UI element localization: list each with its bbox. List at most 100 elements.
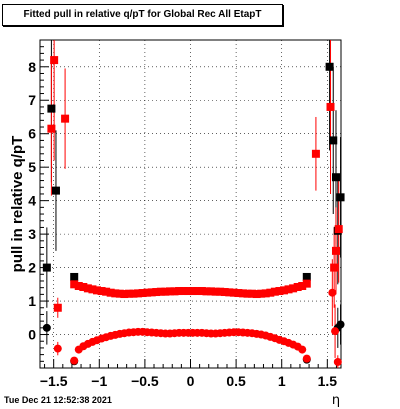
data-point-square [248, 289, 257, 298]
data-point-square [42, 263, 51, 272]
data-point-square [79, 283, 88, 292]
data-point-circle [302, 354, 311, 363]
data-point-square [202, 287, 211, 296]
data-point-square [197, 287, 206, 296]
data-point-square [188, 287, 197, 296]
x-tick-label: −1 [91, 373, 107, 389]
data-point-square [102, 287, 111, 296]
data-point-square [302, 272, 311, 281]
data-point-square [111, 289, 120, 298]
data-point-circle [70, 356, 79, 365]
data-point-square [61, 114, 70, 123]
data-point-square [50, 56, 59, 65]
y-tick-label: 5 [28, 159, 36, 175]
data-point-square [74, 282, 83, 290]
data-point-circle [328, 288, 337, 297]
data-point-square [70, 272, 79, 281]
data-point-circle [42, 323, 51, 332]
data-point-square [83, 284, 92, 293]
data-point-circle [333, 357, 342, 366]
data-point-square [329, 136, 338, 145]
data-point-square [70, 280, 79, 289]
data-point-square [293, 283, 302, 292]
data-point-square [152, 288, 161, 297]
data-point-square [334, 225, 343, 234]
data-point-square [207, 287, 216, 296]
data-point-square [175, 287, 184, 296]
data-point-square [311, 149, 320, 158]
data-point-square [143, 288, 152, 297]
data-point-square [211, 287, 220, 296]
data-point-square [129, 289, 138, 298]
y-tick-label: 1 [28, 293, 36, 309]
data-point-square [216, 287, 225, 296]
data-point-square [330, 263, 339, 272]
y-tick-label: 2 [28, 260, 36, 276]
data-point-square [115, 289, 124, 298]
data-point-square [279, 286, 288, 295]
data-point-square [51, 186, 60, 195]
data-point-square [229, 288, 238, 297]
data-point-square [93, 286, 102, 295]
data-point-square [331, 173, 340, 182]
data-point-square [302, 279, 311, 288]
data-point-square [53, 303, 62, 312]
data-point-square [266, 288, 275, 297]
x-tick-labels: −1.5 −1 −0.5 0 0.5 1 1.5 [40, 373, 337, 389]
data-point-square [97, 287, 106, 296]
data-point-square [326, 102, 335, 111]
data-point-square [106, 288, 115, 297]
x-tick-label: 1 [278, 373, 286, 389]
data-point-square [120, 290, 129, 299]
x-tick-label: 0.5 [226, 373, 246, 389]
data-point-circle [53, 344, 62, 353]
y-tick-label: 8 [28, 59, 36, 75]
data-point-square [179, 287, 188, 296]
data-point-square [147, 288, 156, 297]
y-tick-label: 0 [28, 327, 36, 343]
data-point-square [88, 285, 97, 294]
data-point-square [252, 290, 261, 299]
data-point-square [47, 124, 56, 133]
data-point-square [234, 289, 243, 298]
y-tick-label: 7 [28, 92, 36, 108]
data-markers [42, 56, 345, 366]
data-point-circle [331, 327, 340, 336]
data-point-square [238, 289, 247, 298]
data-point-square [284, 285, 293, 294]
chart-title-box: Fitted pull in relative q/pT for Global … [2, 4, 283, 26]
data-point-square [165, 287, 174, 296]
timestamp: Tue Dec 21 12:52:38 2021 [4, 395, 112, 405]
data-point-square [243, 289, 252, 298]
data-point-square [325, 62, 334, 71]
x-axis-label: η [332, 393, 340, 408]
data-point-square [156, 287, 165, 296]
data-point-square [270, 287, 279, 296]
data-point-circle [336, 320, 345, 329]
y-tick-label: 6 [28, 126, 36, 142]
y-axis-label: pull in relative q/pT [9, 136, 26, 273]
x-tick-label: 0 [187, 373, 195, 389]
data-point-square [225, 288, 234, 297]
data-point-square [289, 284, 298, 293]
y-tick-label: 3 [28, 226, 36, 242]
data-point-square [275, 287, 284, 296]
data-point-square [47, 104, 56, 113]
data-point-square [134, 289, 143, 298]
data-point-square [261, 289, 270, 298]
data-point-square [138, 289, 147, 298]
x-tick-label: −1.5 [40, 373, 68, 389]
x-tick-label: −0.5 [131, 373, 159, 389]
data-point-square [170, 287, 179, 296]
data-point-square [331, 246, 340, 255]
y-tick-labels: 0 1 2 3 4 5 6 7 8 [28, 59, 36, 343]
chart-title: Fitted pull in relative q/pT for Global … [23, 9, 262, 20]
data-point-square [161, 287, 170, 296]
grid-lines [40, 40, 341, 368]
y-tick-label: 4 [28, 193, 36, 209]
data-point-square [193, 287, 202, 296]
data-point-square [184, 287, 193, 296]
data-point-square [124, 289, 133, 298]
data-point-square [257, 289, 266, 298]
